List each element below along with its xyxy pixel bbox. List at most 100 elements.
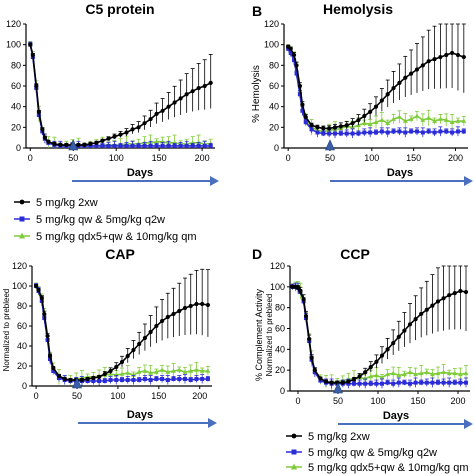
data-point-black xyxy=(58,142,63,147)
data-point-green xyxy=(125,370,131,375)
data-point-blue xyxy=(160,377,165,381)
data-point-black xyxy=(391,340,396,346)
x-tick-label: 200 xyxy=(195,153,210,163)
data-point-blue xyxy=(352,381,356,386)
data-point-blue xyxy=(166,143,171,148)
data-point-blue xyxy=(391,381,396,386)
y-tick-label: 120 xyxy=(6,19,21,29)
data-point-black xyxy=(329,380,334,385)
data-point-black xyxy=(62,376,67,382)
data-point-blue xyxy=(413,380,418,385)
data-point-black xyxy=(165,314,170,320)
panel-d-title: CCP xyxy=(340,246,370,262)
data-point-green xyxy=(402,371,407,377)
data-point-blue xyxy=(461,129,466,134)
data-point-black xyxy=(363,370,368,375)
data-point-black xyxy=(368,364,373,370)
data-point-black xyxy=(136,125,141,130)
dose-change-marker-icon xyxy=(72,377,82,389)
data-point-green xyxy=(424,369,430,375)
data-point-black xyxy=(295,285,301,290)
data-point-black xyxy=(323,379,329,384)
data-point-blue xyxy=(458,380,463,385)
data-point-black xyxy=(94,140,99,145)
data-point-black xyxy=(178,96,183,101)
data-point-black xyxy=(351,377,357,382)
y-tick-label: 40 xyxy=(17,341,27,351)
x-tick-label: 0 xyxy=(286,153,291,163)
legend-label-black: 5 mg/kg 2xw xyxy=(36,197,98,209)
y-tick-label: 20 xyxy=(11,122,21,132)
data-point-black xyxy=(368,109,373,114)
data-point-black xyxy=(356,118,361,123)
data-point-black xyxy=(303,313,309,319)
plot-area-ccp: 0 20 40 60 80 100 120 0 50 100 150 200 Days xyxy=(270,261,473,429)
data-point-blue xyxy=(300,108,305,113)
data-point-black xyxy=(171,311,176,317)
panel-cap: CAP Normalized to prebleed 0 20 40 60 80 100 1… xyxy=(2,246,217,428)
data-point-blue xyxy=(432,130,437,135)
y-tick-label: 100 xyxy=(6,40,21,50)
plot-area-c5-protein: 0 20 40 60 80 100 120 0 50 100 150 200 Days xyxy=(6,19,219,186)
data-point-blue xyxy=(344,131,349,136)
plot-area-hemolysis: 0 20 40 60 80 100 120 0 50 100 150 200 Days xyxy=(264,19,473,186)
data-point-black xyxy=(154,323,159,329)
x-tick-label: 200 xyxy=(192,391,207,401)
data-point-black xyxy=(350,121,355,126)
data-point-green xyxy=(136,369,142,374)
data-point-green xyxy=(153,369,159,374)
data-point-green xyxy=(438,116,443,121)
data-point-green xyxy=(119,371,125,376)
data-point-black xyxy=(119,359,125,365)
y-tick-label: 0 xyxy=(280,386,285,396)
data-point-blue xyxy=(447,380,452,385)
data-point-blue xyxy=(374,381,379,386)
data-point-blue xyxy=(165,378,170,382)
data-point-green xyxy=(194,367,199,372)
data-point-green xyxy=(418,370,424,376)
timeline-arrowhead-icon xyxy=(208,418,217,428)
data-point-black xyxy=(166,104,171,109)
data-point-black xyxy=(124,130,129,135)
data-point-green xyxy=(385,120,391,125)
data-point-blue xyxy=(438,129,443,134)
data-point-black xyxy=(184,92,189,97)
data-point-black xyxy=(114,364,119,370)
data-point-black xyxy=(379,353,385,358)
data-point-black xyxy=(346,379,351,384)
plot-area-cap: 0 20 40 60 80 100 120 0 50 100 150 200 Days xyxy=(12,261,217,428)
data-point-blue xyxy=(414,129,419,134)
y-tick-label: 60 xyxy=(275,324,285,334)
dose-change-marker-icon xyxy=(325,139,335,151)
data-point-blue xyxy=(321,131,326,136)
data-point-black xyxy=(438,54,443,60)
data-point-black xyxy=(148,329,153,335)
data-point-black xyxy=(196,85,201,91)
legend-item-green: 5 mg/kg qdx5+qw & 10mg/kg qm xyxy=(286,462,469,474)
x-tick-label: 0 xyxy=(295,396,300,406)
data-point-black xyxy=(30,52,35,58)
data-point-blue xyxy=(184,143,189,148)
data-point-black xyxy=(64,142,69,147)
data-point-blue xyxy=(194,377,199,381)
data-point-blue xyxy=(408,381,412,386)
data-point-black xyxy=(82,142,87,147)
data-point-blue xyxy=(142,377,147,381)
data-point-blue xyxy=(391,129,396,134)
y-tick-label: 80 xyxy=(275,303,285,313)
y-tick-label: 40 xyxy=(275,344,285,354)
data-point-black xyxy=(106,136,111,141)
data-point-black xyxy=(461,54,466,60)
data-point-black xyxy=(177,308,182,314)
data-point-blue xyxy=(385,130,390,135)
data-point-blue xyxy=(357,381,362,386)
data-point-blue xyxy=(426,129,431,134)
data-point-blue xyxy=(202,143,207,148)
data-point-blue xyxy=(114,378,119,382)
data-point-black xyxy=(85,376,90,382)
data-point-black xyxy=(309,355,314,360)
data-point-blue xyxy=(380,381,384,386)
legend-bottom-right: 5 mg/kg 2xw 5 mg/kg qw & 5mg/kg q2w 5 mg… xyxy=(286,431,469,474)
legend-item-blue: 5 mg/kg qw & 5mg/kg q2w xyxy=(14,214,165,226)
